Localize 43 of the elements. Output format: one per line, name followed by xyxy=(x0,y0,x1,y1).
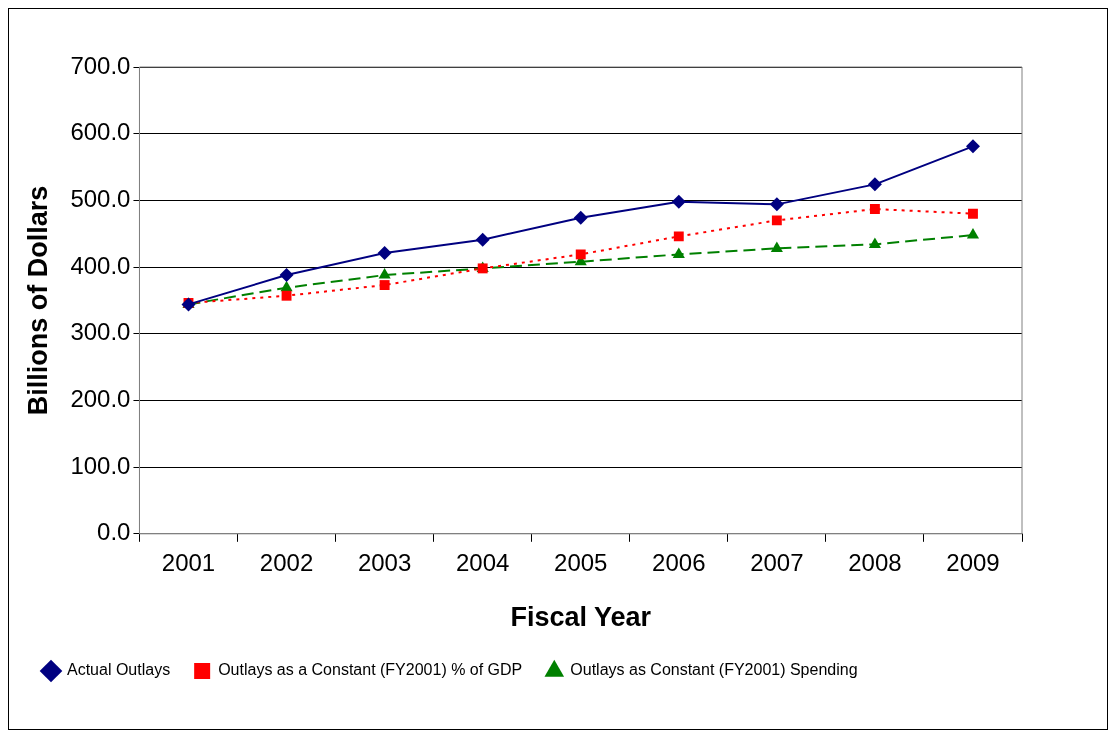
point xyxy=(673,231,684,242)
point xyxy=(965,139,980,154)
point xyxy=(573,210,588,225)
point xyxy=(281,290,292,301)
point xyxy=(575,249,586,260)
point xyxy=(279,268,294,283)
point xyxy=(671,194,686,209)
point xyxy=(769,197,784,212)
point xyxy=(770,241,783,252)
point xyxy=(378,268,391,279)
x-tick-label: 2003 xyxy=(357,548,412,576)
point xyxy=(280,280,293,292)
x-tick-label: 2001 xyxy=(161,548,216,576)
y-tick-label: 600.0 xyxy=(70,118,131,146)
point xyxy=(377,246,392,261)
y-tick-label: 200.0 xyxy=(70,385,131,413)
x-tick-label: 2008 xyxy=(848,548,902,576)
point xyxy=(968,208,978,219)
legend-label: Outlays as a Constant (FY2001) % of GDP xyxy=(218,661,523,679)
x-tick-label: 2005 xyxy=(554,548,608,576)
x-axis-title: Fiscal Year xyxy=(510,602,652,633)
point xyxy=(379,280,390,291)
point xyxy=(771,215,782,226)
legend-label: Actual Outlays xyxy=(67,661,171,679)
y-tick-label: 700.0 xyxy=(70,51,131,79)
legend-label: Outlays as Constant (FY2001) Spending xyxy=(570,661,858,679)
y-tick-label: 300.0 xyxy=(70,318,131,346)
point xyxy=(868,237,881,248)
x-tick-label: 2002 xyxy=(259,548,314,576)
point xyxy=(672,247,685,258)
x-tick-label: 2006 xyxy=(652,548,706,576)
point xyxy=(966,228,980,239)
y-tick-label: 400.0 xyxy=(70,251,131,279)
point xyxy=(475,232,490,247)
point xyxy=(867,177,882,192)
y-axis-title: Billions of Dollars xyxy=(22,185,53,416)
x-tick-label: 2009 xyxy=(946,548,1000,576)
y-tick-label: 500.0 xyxy=(70,185,131,212)
x-tick-label: 2004 xyxy=(455,548,510,576)
y-tick-label: 0.0 xyxy=(97,518,131,546)
point xyxy=(869,204,880,214)
y-tick-label: 100.0 xyxy=(70,451,131,479)
x-tick-label: 2007 xyxy=(750,548,804,576)
